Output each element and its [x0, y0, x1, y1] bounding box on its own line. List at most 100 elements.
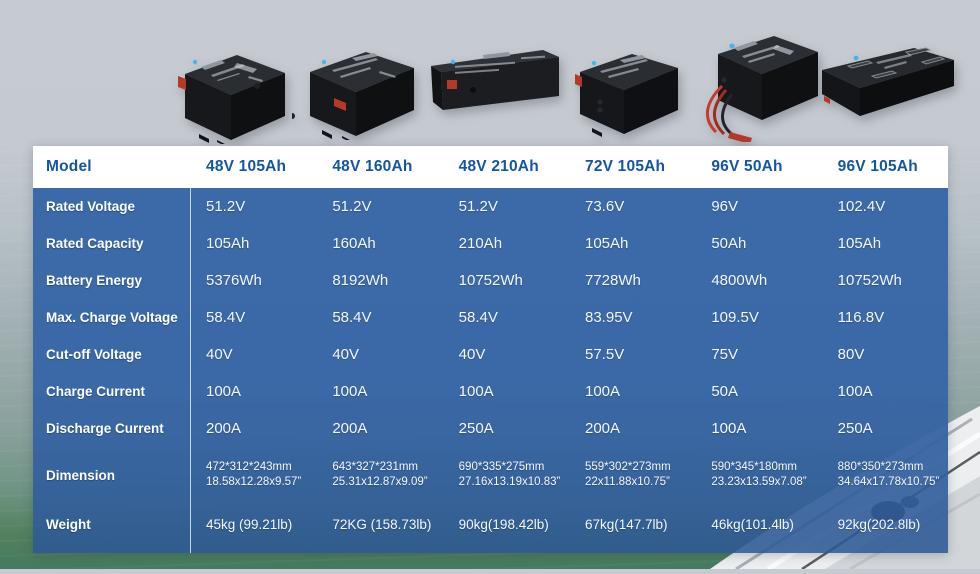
spec-value: 200A	[332, 420, 368, 437]
spec-value: 690*335*275mm 27.16x13.19x10.83”	[443, 460, 569, 490]
spec-value: 96V	[711, 198, 739, 215]
dimension-inch: 23.23x13.59x7.08”	[711, 476, 807, 488]
spec-value: 100A	[711, 420, 747, 437]
battery-image-2	[289, 38, 420, 145]
dimension-mm: 643*327*231mm	[332, 461, 418, 474]
spec-value: 10752Wh	[458, 272, 523, 289]
spec-row-label: Cut-off Voltage	[46, 347, 142, 362]
spec-value: 200A	[585, 420, 621, 437]
model-header-label: Model	[46, 158, 92, 175]
spec-row-label: Weight	[46, 516, 91, 532]
spec-value: 50Ah	[711, 235, 747, 252]
spec-value: 105Ah	[206, 235, 250, 252]
column-header-48v-210ah: 48V 210Ah	[458, 158, 539, 175]
dimension-mm: 559*302*273mm	[585, 461, 671, 474]
spec-value: 7728Wh	[585, 272, 641, 289]
spec-value: 73.6V	[585, 198, 625, 215]
battery-product-row	[0, 0, 980, 150]
spec-value: 100A	[585, 383, 621, 400]
dimension-inch: 18.58x12.28x9.57”	[206, 476, 302, 488]
spec-value: 40V	[332, 346, 360, 363]
spec-value: 210Ah	[458, 235, 503, 252]
table-header-row: Model 48V 105Ah 48V 160Ah 48V 210Ah 72V …	[33, 146, 948, 188]
battery-image-5	[690, 24, 822, 147]
spec-value: 80V	[837, 346, 865, 363]
spec-value: 57.5V	[585, 346, 625, 363]
spec-value: 51.2V	[458, 198, 498, 215]
battery-image-3	[425, 44, 561, 121]
spec-row-label: Charge Current	[46, 384, 146, 399]
spec-value: 200A	[206, 420, 242, 437]
spec-value: 100A	[206, 383, 242, 400]
spec-value: 100A	[458, 383, 494, 400]
spec-row-label: Battery Energy	[46, 273, 143, 288]
spec-value: 83.95V	[585, 309, 633, 326]
spec-value: 51.2V	[206, 198, 246, 215]
spec-row-label: Dimension	[46, 467, 116, 483]
spec-value: 160Ah	[332, 235, 376, 252]
spec-row-label: Rated Capacity	[46, 236, 144, 251]
dimension-inch: 25.31x12.87x9.09”	[332, 476, 428, 488]
spec-row-label: Max. Charge Voltage	[46, 310, 178, 325]
table-row-weight: Weight 45kg (99.21lb) 72KG (158.73lb) 90…	[33, 503, 948, 545]
spec-value: 590*345*180mm 23.23x13.59x7.08”	[695, 460, 821, 490]
spec-value: 5376Wh	[206, 272, 262, 289]
spec-value: 10752Wh	[837, 272, 902, 289]
column-header-48v-105ah: 48V 105Ah	[206, 158, 287, 175]
spec-value: 67kg(147.7lb)	[585, 516, 668, 532]
battery-image-4	[566, 42, 686, 143]
spec-value: 58.4V	[332, 309, 372, 326]
battery-image-1	[165, 42, 291, 149]
spec-value: 40V	[206, 346, 233, 363]
dimension-inch: 27.16x13.19x10.83”	[458, 476, 561, 488]
column-header-96v-50ah: 96V 50Ah	[711, 158, 783, 175]
spec-value: 8192Wh	[332, 272, 389, 289]
spec-value: 58.4V	[458, 309, 498, 326]
spec-value: 109.5V	[711, 309, 759, 326]
spec-comparison-table: Model 48V 105Ah 48V 160Ah 48V 210Ah 72V …	[33, 146, 948, 553]
spec-value: 92kg(202.8lb)	[837, 516, 921, 532]
spec-value: 40V	[458, 346, 486, 363]
spec-value: 4800Wh	[711, 272, 768, 289]
spec-row-label: Rated Voltage	[46, 199, 136, 214]
dimension-mm: 880*350*273mm	[837, 461, 924, 474]
table-row: Battery Energy 5376Wh 8192Wh 10752Wh 772…	[33, 262, 948, 299]
column-divider-line	[190, 188, 191, 553]
dimension-inch: 34.64x17.78x10.75”	[837, 476, 940, 488]
dimension-mm: 472*312*243mm	[206, 461, 292, 474]
spec-value: 250A	[458, 420, 494, 437]
spec-value: 100A	[332, 383, 368, 400]
table-row: Discharge Current 200A 200A 250A 200A 10…	[33, 410, 948, 447]
spec-value: 105Ah	[585, 235, 629, 252]
spec-value: 58.4V	[206, 309, 246, 326]
spec-value: 75V	[711, 346, 739, 363]
spec-value: 100A	[837, 383, 873, 400]
spec-value: 105Ah	[837, 235, 882, 252]
dimension-mm: 590*345*180mm	[711, 461, 797, 474]
spec-value: 51.2V	[332, 198, 372, 215]
table-row: Cut-off Voltage 40V 40V 40V 57.5V 75V 80…	[33, 336, 948, 373]
table-body: Rated Voltage 51.2V 51.2V 51.2V 73.6V 96…	[33, 188, 948, 553]
column-header-48v-160ah: 48V 160Ah	[332, 158, 413, 175]
table-row: Rated Voltage 51.2V 51.2V 51.2V 73.6V 96…	[33, 188, 948, 225]
spec-value: 116.8V	[837, 309, 885, 326]
spec-value: 45kg (99.21lb)	[206, 516, 293, 532]
spec-value: 472*312*243mm 18.58x12.28x9.57”	[190, 460, 316, 490]
spec-value: 46kg(101.4lb)	[711, 516, 794, 532]
table-row: Rated Capacity 105Ah 160Ah 210Ah 105Ah 5…	[33, 225, 948, 262]
spec-value: 50A	[711, 383, 739, 400]
spec-value: 643*327*231mm 25.31x12.87x9.09”	[316, 460, 442, 490]
table-row: Max. Charge Voltage 58.4V 58.4V 58.4V 83…	[33, 299, 948, 336]
table-row: Charge Current 100A 100A 100A 100A 50A 1…	[33, 373, 948, 410]
dimension-mm: 690*335*275mm	[458, 461, 545, 474]
spec-value: 72KG (158.73lb)	[332, 516, 432, 532]
table-row-dimension: Dimension 472*312*243mm 18.58x12.28x9.57”…	[33, 447, 948, 503]
column-header-72v-105ah: 72V 105Ah	[585, 158, 666, 175]
spec-value: 880*350*273mm 34.64x17.78x10.75”	[822, 460, 948, 490]
spec-row-label: Discharge Current	[46, 421, 164, 436]
spec-value: 250A	[837, 420, 873, 437]
spec-value: 559*302*273mm 22x11.88x10.75”	[569, 460, 695, 490]
battery-image-6	[814, 40, 958, 129]
spec-value: 102.4V	[837, 198, 886, 215]
column-header-96v-105ah: 96V 105Ah	[837, 158, 918, 175]
